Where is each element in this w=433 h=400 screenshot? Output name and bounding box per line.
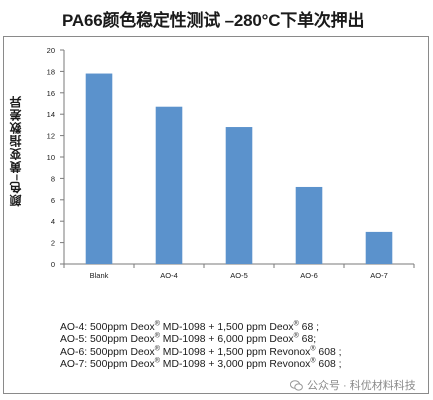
note-key: AO-6: — [60, 346, 88, 358]
chart-title: PA66颜色稳定性测试 –280°C下单次押出 — [62, 11, 365, 30]
watermark-text: 公众号 · 科优材料科技 — [307, 380, 416, 392]
note-text: 500ppm Deox® MD-1098 + 6,000 ppm Deox® 6… — [87, 332, 317, 346]
note-line: AO-5: 500ppm Deox® MD-1098 + 6,000 ppm D… — [60, 332, 342, 346]
y-tick-label: 0 — [51, 260, 55, 269]
note-text: 500ppm Deox® MD-1098 + 3,000 ppm Revonox… — [87, 357, 342, 371]
bar — [85, 73, 113, 264]
note-text: 500ppm Deox® MD-1098 + 1,500 ppm Deox® 6… — [87, 320, 320, 333]
y-tick-label: 2 — [51, 239, 55, 248]
y-tick-label: 16 — [47, 89, 55, 98]
chart-bars — [85, 73, 393, 265]
x-tick-label: AO-4 — [160, 271, 178, 280]
bar — [155, 106, 183, 265]
y-tick-label: 8 — [51, 174, 55, 183]
chart-frame — [3, 36, 429, 394]
note-key: AO-5: — [60, 334, 88, 346]
x-tick-label: AO-7 — [370, 271, 388, 280]
x-tick-label: Blank — [90, 271, 109, 280]
note-line: AO-4: 500ppm Deox® MD-1098 + 1,500 ppm D… — [60, 320, 342, 334]
x-tick-label: AO-6 — [300, 271, 318, 280]
y-tick-label: 18 — [47, 67, 55, 76]
note-key: AO-4: — [60, 322, 88, 333]
x-tick-label: AO-5 — [230, 271, 248, 280]
bar — [365, 231, 393, 264]
y-tick-label: 10 — [47, 153, 55, 162]
wechat-icon — [290, 379, 303, 391]
y-tick-label: 6 — [51, 196, 55, 205]
y-tick-label: 4 — [51, 217, 55, 226]
note-key: AO-7: — [60, 359, 88, 371]
y-tick-label: 14 — [47, 110, 55, 119]
chart-ticks: 0 2 4 6 8 10 12 14 16 18 20 Blank AO-4 AO-5 AO-6 AO-7 — [47, 46, 415, 280]
formulation-notes: AO-4: 500ppm Deox® MD-1098 + 1,500 ppm D… — [60, 320, 342, 372]
y-tick-label: 20 — [47, 46, 55, 55]
note-text: 500ppm Deox® MD-1098 + 1,500 ppm Revonox… — [87, 345, 342, 358]
bar — [225, 127, 253, 264]
note-line: AO-6: 500ppm Deox® MD-1098 + 1,500 ppm R… — [60, 345, 342, 359]
note-line: AO-7: 500ppm Deox® MD-1098 + 3,000 ppm R… — [60, 357, 342, 371]
y-tick-label: 12 — [47, 132, 55, 141]
watermark: 公众号 · 科优材料科技 — [290, 377, 416, 393]
bar — [295, 186, 323, 264]
